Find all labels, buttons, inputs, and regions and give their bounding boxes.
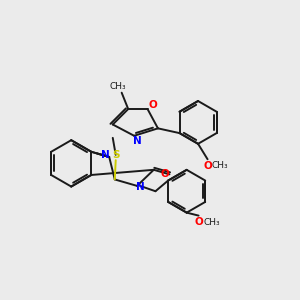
Text: CH₃: CH₃ (203, 218, 220, 227)
Text: O: O (160, 169, 169, 179)
Text: CH₃: CH₃ (212, 161, 228, 170)
Text: O: O (203, 161, 212, 171)
Text: O: O (148, 100, 157, 110)
Text: N: N (136, 182, 145, 192)
Text: CH₃: CH₃ (110, 82, 126, 91)
Text: N: N (133, 136, 142, 146)
Text: O: O (195, 218, 203, 227)
Text: S: S (112, 150, 119, 160)
Text: N: N (101, 151, 110, 160)
